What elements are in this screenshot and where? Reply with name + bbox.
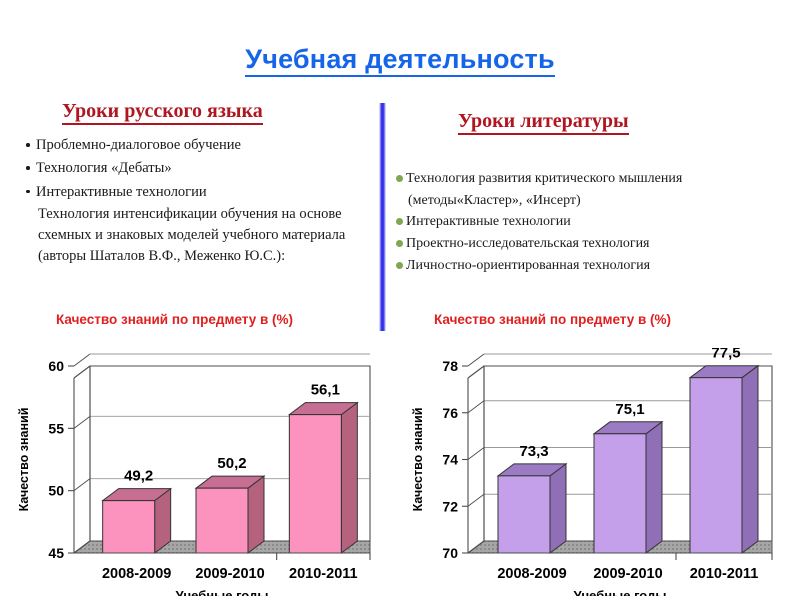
list-item-label: Технология развития критического мышлени…	[406, 171, 683, 186]
column-divider	[379, 103, 386, 331]
list-item: Интерактивные технологии	[26, 181, 374, 204]
list-item: (методы«Кластер», «Инсерт)	[396, 190, 796, 212]
svg-text:2008-2009: 2008-2009	[497, 566, 566, 582]
svg-text:76: 76	[442, 405, 458, 421]
list-item-label: Проблемно-диалоговое обучение	[36, 137, 241, 153]
list-item: Технология «Дебаты»	[26, 157, 374, 180]
list-item-label: Проектно-исследовательская технология	[406, 236, 650, 252]
page-title-text: Учебная деятельность	[245, 44, 555, 77]
list-item: Проблемно-диалоговое обучение	[26, 134, 374, 157]
list-item: Интерактивные технологии	[396, 211, 796, 233]
svg-text:2010-2011: 2010-2011	[289, 566, 358, 582]
bar-2009-2010	[592, 420, 664, 554]
right-chart-caption: Качество знаний по предмету в (%)	[434, 312, 672, 327]
literature-quality-bar-chart: 70 72 74 76 78 Качество знаний 73,3 2008-2009 75…	[396, 348, 796, 596]
right-column-heading: Уроки литературы	[458, 110, 629, 135]
svg-text:60: 60	[48, 358, 64, 374]
svg-text:78: 78	[442, 358, 458, 374]
svg-text:55: 55	[48, 420, 64, 436]
right-column-heading-text: Уроки литературы	[458, 110, 629, 135]
list-item: Технология интенсификации обучения на ос…	[26, 204, 374, 267]
left-column-bullet-list: Проблемно-диалоговое обучение Технология…	[26, 134, 374, 268]
list-item-label: (методы«Кластер», «Инсерт)	[408, 192, 581, 208]
bar-2008-2009	[101, 487, 173, 554]
bar-2010-2011	[287, 401, 359, 554]
svg-text:77,5: 77,5	[711, 348, 740, 362]
list-item: Технология развития критического мышлени…	[396, 168, 796, 190]
svg-text:50,2: 50,2	[217, 455, 246, 472]
list-item-label: Технология «Дебаты»	[36, 160, 172, 177]
left-column-heading-text: Уроки русского языка	[62, 100, 263, 125]
svg-literature: 70 72 74 76 78 Качество знаний 73,3 2008-2009 75…	[411, 348, 773, 596]
svg-text:73,3: 73,3	[519, 443, 548, 460]
svg-text:2010-2011: 2010-2011	[690, 566, 759, 582]
svg-text:70: 70	[442, 545, 458, 561]
right-column-bullet-list: Технология развития критического мышлени…	[396, 168, 796, 276]
svg-text:2009-2010: 2009-2010	[195, 566, 264, 582]
svg-text:2008-2009: 2008-2009	[102, 566, 171, 582]
list-item-label: Интерактивные технологии	[36, 183, 207, 200]
list-item: Проектно-исследовательская технология	[396, 233, 796, 255]
list-item-label: Технология интенсификации обучения на ос…	[38, 206, 346, 265]
svg-text:Качество знаний: Качество знаний	[411, 408, 425, 512]
list-item-label: Интерактивные технологии	[406, 214, 571, 230]
left-column-heading: Уроки русского языка	[62, 100, 263, 125]
svg-text:45: 45	[48, 545, 64, 561]
svg-text:50: 50	[48, 483, 64, 499]
bar-2010-2011	[688, 364, 760, 554]
bar-2008-2009	[496, 462, 568, 554]
svg-text:74: 74	[442, 452, 458, 468]
svg-text:Учебные годы: Учебные годы	[574, 588, 667, 596]
svg-text:75,1: 75,1	[615, 401, 644, 418]
bar-2009-2010	[194, 475, 266, 554]
svg-text:72: 72	[442, 498, 458, 514]
svg-russian: 45 50 55 60 Качество знаний 49,2 2008-2009 50,2…	[17, 353, 371, 596]
svg-text:2009-2010: 2009-2010	[593, 566, 662, 582]
svg-text:49,2: 49,2	[124, 468, 153, 485]
svg-text:Качество знаний: Качество знаний	[17, 408, 31, 512]
list-item-label: Личностно-ориентированная технология	[406, 257, 651, 273]
svg-text:Учебные годы: Учебные годы	[176, 588, 269, 596]
left-chart-caption: Качество знаний по предмету в (%)	[56, 312, 294, 327]
page-title: Учебная деятельность	[0, 44, 800, 77]
list-item: Личностно-ориентированная технология	[396, 255, 796, 277]
svg-text:56,1: 56,1	[311, 382, 340, 399]
russian-quality-bar-chart: 45 50 55 60 Качество знаний 49,2 2008-2009 50,2…	[8, 348, 398, 596]
